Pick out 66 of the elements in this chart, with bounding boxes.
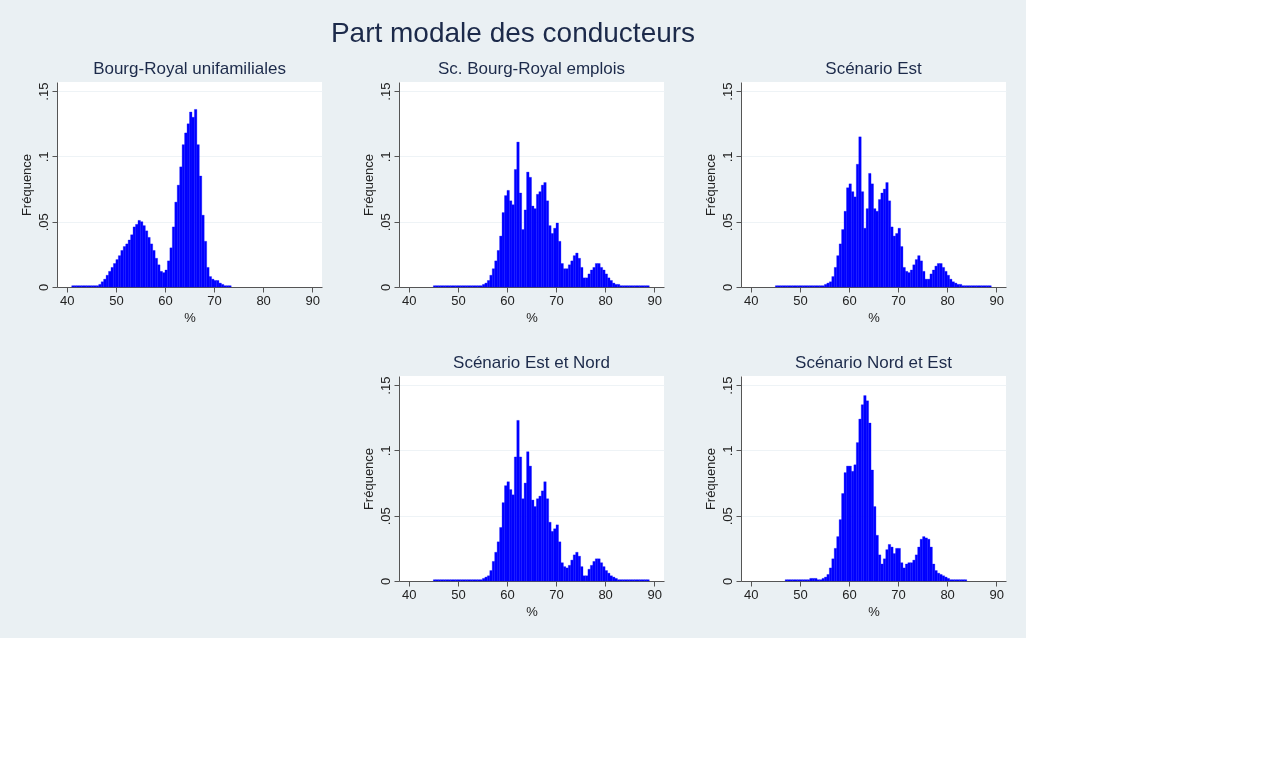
x-tick-label: 60 <box>500 586 515 602</box>
x-tick-label: 80 <box>256 292 271 308</box>
y-axis-title: Fréquence <box>360 153 376 217</box>
text: Part modale des conducteurs <box>330 17 696 48</box>
y-tick-label: .05 <box>377 213 393 232</box>
y-tick-label: .15 <box>719 376 735 395</box>
x-tick-label: 80 <box>598 586 613 602</box>
y-tick-label: 0 <box>719 577 735 586</box>
x-axis-title: % <box>526 603 539 619</box>
y-tick-label: .05 <box>35 213 51 232</box>
x-axis-title: % <box>868 603 881 619</box>
y-tick-label: 0 <box>377 283 393 292</box>
x-tick-label: 50 <box>451 292 466 308</box>
x-tick-label: 90 <box>647 292 662 308</box>
y-tick-label: 0 <box>35 283 51 292</box>
x-tick-label: 90 <box>989 292 1004 308</box>
x-tick-label: 50 <box>793 292 808 308</box>
x-tick-label: 40 <box>744 292 759 308</box>
chart-title: Sc. Bourg-Royal emplois <box>437 59 626 78</box>
y-tick-label: .15 <box>35 82 51 101</box>
x-tick-label: 80 <box>940 292 955 308</box>
y-tick-label: 0 <box>719 283 735 292</box>
y-tick-label: .1 <box>35 151 51 163</box>
x-tick-label: 80 <box>940 586 955 602</box>
x-tick-label: 50 <box>451 586 466 602</box>
y-tick-label: .15 <box>719 82 735 101</box>
x-tick-label: 70 <box>549 292 564 308</box>
x-tick-label: 40 <box>60 292 75 308</box>
x-tick-label: 90 <box>305 292 320 308</box>
x-axis-title: % <box>184 309 197 325</box>
x-tick-label: 40 <box>744 586 759 602</box>
x-tick-label: 50 <box>793 586 808 602</box>
y-tick-label: .05 <box>719 213 735 232</box>
y-axis-title: Fréquence <box>360 447 376 511</box>
x-tick-label: 60 <box>842 586 857 602</box>
y-tick-label: .15 <box>377 376 393 395</box>
chart-title: Scénario Est et Nord <box>453 353 610 372</box>
x-tick-label: 40 <box>402 586 417 602</box>
y-tick-label: .05 <box>719 507 735 526</box>
y-tick-label: .1 <box>377 151 393 163</box>
x-tick-label: 60 <box>158 292 173 308</box>
chart-title: Bourg-Royal unifamiliales <box>93 59 286 78</box>
chart-title: Scénario Nord et Est <box>795 353 953 372</box>
y-axis-title: Fréquence <box>702 153 718 217</box>
x-tick-label: 90 <box>647 586 662 602</box>
x-axis-title: % <box>526 309 539 325</box>
y-axis-title: Fréquence <box>18 153 34 217</box>
x-tick-label: 60 <box>842 292 857 308</box>
x-tick-label: 80 <box>598 292 613 308</box>
y-tick-label: .15 <box>377 82 393 101</box>
y-tick-label: .1 <box>719 151 735 163</box>
x-tick-label: 40 <box>402 292 417 308</box>
x-tick-label: 70 <box>891 292 906 308</box>
y-tick-label: .1 <box>719 445 735 457</box>
x-tick-label: 50 <box>109 292 124 308</box>
x-tick-label: 90 <box>989 586 1004 602</box>
chart-title: Scénario Est <box>825 59 922 78</box>
x-axis-title: % <box>868 309 881 325</box>
x-tick-label: 70 <box>891 586 906 602</box>
y-axis-title: Fréquence <box>702 447 718 511</box>
y-tick-label: .05 <box>377 507 393 526</box>
y-tick-label: .1 <box>377 445 393 457</box>
x-tick-label: 70 <box>549 586 564 602</box>
y-tick-label: 0 <box>377 577 393 586</box>
x-tick-label: 70 <box>207 292 222 308</box>
x-tick-label: 60 <box>500 292 515 308</box>
